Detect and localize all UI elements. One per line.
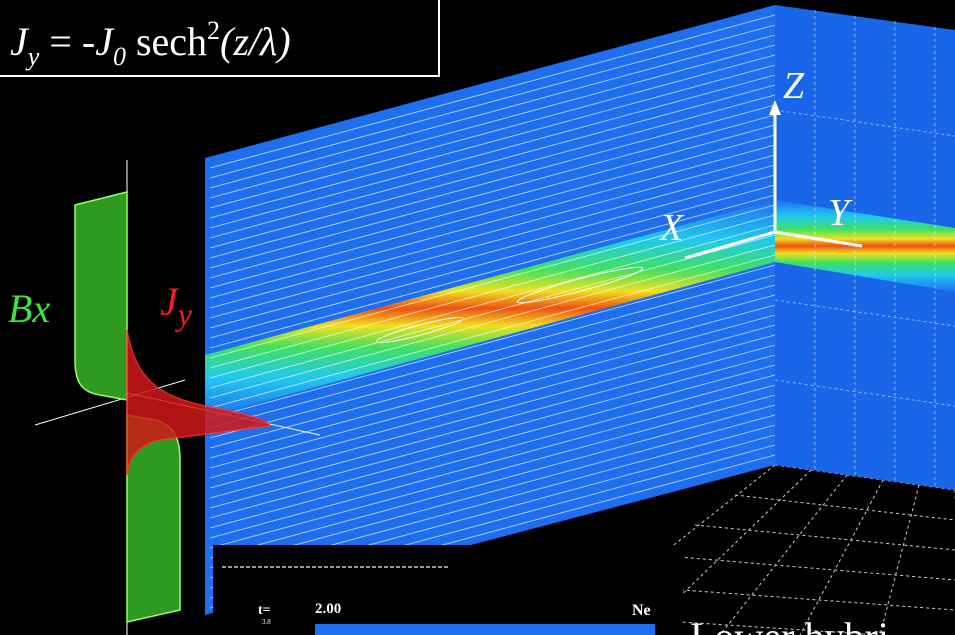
field-line xyxy=(209,304,776,459)
field-line xyxy=(209,144,776,299)
equation-box xyxy=(0,0,440,77)
field-line xyxy=(209,134,776,289)
eq-part: J xyxy=(10,19,30,64)
field-line xyxy=(209,254,776,409)
floor-line xyxy=(734,494,955,521)
arrow-head xyxy=(769,100,781,115)
current-sheet-right xyxy=(775,200,955,292)
caption: Lower hybri xyxy=(690,614,889,635)
profile-axis xyxy=(34,379,186,426)
field-line xyxy=(209,34,776,189)
field-line xyxy=(209,54,776,209)
coordinate-axes xyxy=(684,110,863,260)
eq-part: (z/λ) xyxy=(220,19,291,64)
field-line xyxy=(209,414,776,569)
field-line xyxy=(209,274,776,429)
island xyxy=(516,266,644,304)
field-line xyxy=(209,294,776,449)
label-part: B xyxy=(8,286,32,331)
eq-part: sech xyxy=(126,19,207,64)
field-line xyxy=(209,324,776,479)
field-line xyxy=(209,354,776,509)
field-line xyxy=(209,124,776,279)
field-line xyxy=(209,374,776,529)
field-line xyxy=(209,284,776,439)
jy-label: Jy xyxy=(160,279,193,332)
jy-profile xyxy=(126,329,271,476)
floor-line xyxy=(799,479,884,635)
field-line xyxy=(209,154,776,309)
field-line xyxy=(209,94,776,249)
label-part: y xyxy=(175,296,193,332)
eq-part: 0 xyxy=(113,42,126,71)
field-line xyxy=(209,244,776,399)
label-part: J xyxy=(160,279,180,324)
floor-line xyxy=(879,484,920,635)
floor-line xyxy=(719,474,848,635)
field-line xyxy=(209,24,776,179)
inset-text: 2.00 xyxy=(315,601,341,617)
floor-line xyxy=(694,524,955,551)
field-line xyxy=(209,164,776,319)
axis-label: Y xyxy=(828,192,853,234)
inset-text: t= xyxy=(258,603,271,618)
field-line xyxy=(209,74,776,229)
field-line xyxy=(209,384,776,539)
field-line xyxy=(209,334,776,489)
current-sheet-left xyxy=(205,200,775,417)
field-line xyxy=(209,114,776,269)
field-line xyxy=(209,344,776,499)
inset-text: 3.8 xyxy=(262,618,271,626)
field-line xyxy=(209,14,776,169)
island xyxy=(376,316,464,344)
field-line xyxy=(209,264,776,419)
eq-part: 2 xyxy=(207,16,220,45)
field-line xyxy=(209,104,776,259)
bx-label: Bx xyxy=(8,286,50,331)
field-line xyxy=(209,394,776,549)
eq-part: y xyxy=(25,42,40,71)
floor-line xyxy=(654,554,955,581)
inset-text: Ne xyxy=(632,602,651,619)
eq-part: = - xyxy=(39,19,95,64)
axis-label: Z xyxy=(783,65,805,107)
field-line xyxy=(209,214,776,369)
field-line xyxy=(209,174,776,329)
inset-plot xyxy=(315,624,655,635)
field-line xyxy=(209,204,776,359)
field-line xyxy=(209,44,776,199)
field-line xyxy=(209,314,776,469)
field-line xyxy=(209,184,776,339)
bx-upper xyxy=(74,191,128,401)
axis-label: X xyxy=(658,207,685,249)
field-line xyxy=(209,404,776,559)
equation: Jy = -J0 sech2(z/λ) xyxy=(10,16,291,71)
label-part: x xyxy=(31,286,50,331)
field-line xyxy=(209,64,776,219)
field-lines xyxy=(209,14,776,609)
eq-part: J xyxy=(95,19,115,64)
field-line xyxy=(209,224,776,379)
field-line xyxy=(209,194,776,349)
field-line xyxy=(209,234,776,389)
inset-panel xyxy=(213,545,683,635)
field-line xyxy=(209,364,776,519)
field-line xyxy=(209,84,776,239)
